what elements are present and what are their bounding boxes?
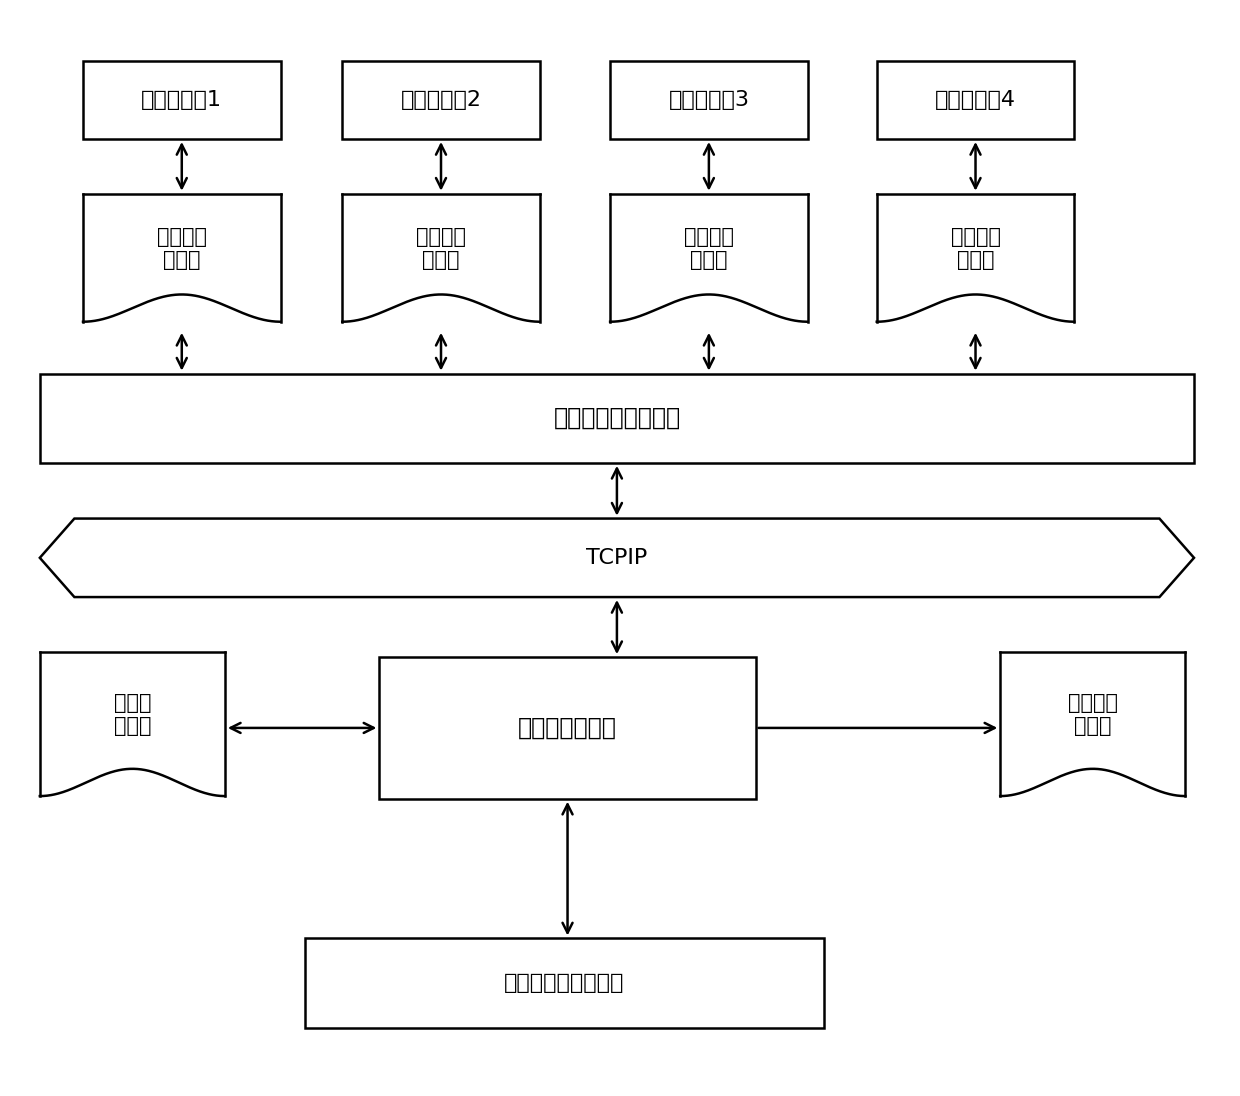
Bar	[610, 194, 807, 302]
Bar	[305, 938, 823, 1028]
Text: 系统配置
子模块: 系统配置 子模块	[1068, 693, 1117, 735]
Polygon shape	[40, 518, 1194, 597]
Bar	[40, 374, 1194, 463]
Text: TCPIP: TCPIP	[587, 548, 647, 568]
Text: 测试配置
子模块: 测试配置 子模块	[951, 227, 1001, 270]
Text: 测试子模块1: 测试子模块1	[141, 90, 222, 110]
Text: 仪器远程驱动子模块: 仪器远程驱动子模块	[553, 407, 681, 431]
Bar	[1001, 652, 1185, 777]
Bar	[342, 60, 539, 139]
Bar	[877, 60, 1074, 139]
Bar	[342, 194, 539, 302]
Text: 测试子模块4: 测试子模块4	[935, 90, 1016, 110]
Bar	[610, 60, 807, 139]
Text: 测试配置
子模块: 测试配置 子模块	[415, 227, 466, 270]
Bar	[379, 657, 756, 799]
Bar	[877, 194, 1074, 302]
Text: 测试配置
子模块: 测试配置 子模块	[684, 227, 734, 270]
Text: 测试子模块3: 测试子模块3	[668, 90, 749, 110]
Text: 系统管理子模块: 系统管理子模块	[518, 716, 618, 740]
Bar	[83, 194, 280, 302]
Text: 测试配置
子模块: 测试配置 子模块	[156, 227, 207, 270]
Text: 仪器物理驱动子模块: 仪器物理驱动子模块	[505, 973, 625, 993]
Text: 数据库
子模块: 数据库 子模块	[114, 693, 151, 735]
Bar	[83, 60, 280, 139]
Bar	[40, 652, 224, 777]
Text: 测试子模块2: 测试子模块2	[401, 90, 481, 110]
